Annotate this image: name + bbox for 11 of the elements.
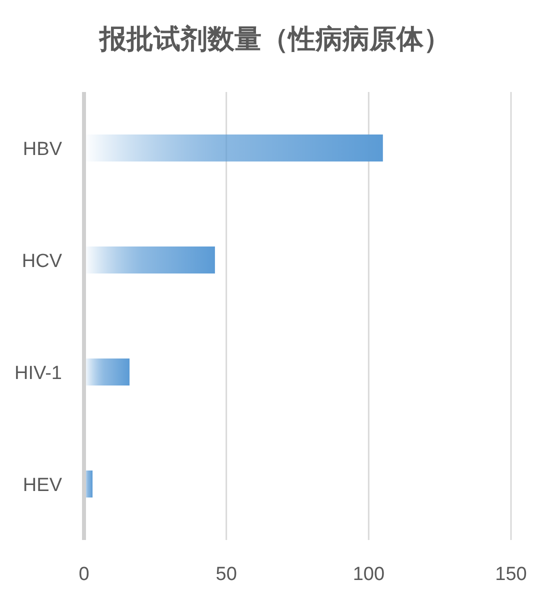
x-tick-label: 150 [495,564,527,585]
bar [84,358,130,386]
bar [84,246,215,274]
x-tick-label: 50 [216,564,237,585]
y-tick-label: HBV [22,139,62,160]
y-tick-label: HIV-1 [14,363,62,384]
x-tick-label: 0 [78,564,90,585]
y-tick-label: HEV [22,475,62,496]
chart-title: 报批试剂数量（性病病原体） [98,24,450,54]
x-tick-label: 100 [352,564,385,585]
y-tick-label: HCV [22,251,62,272]
